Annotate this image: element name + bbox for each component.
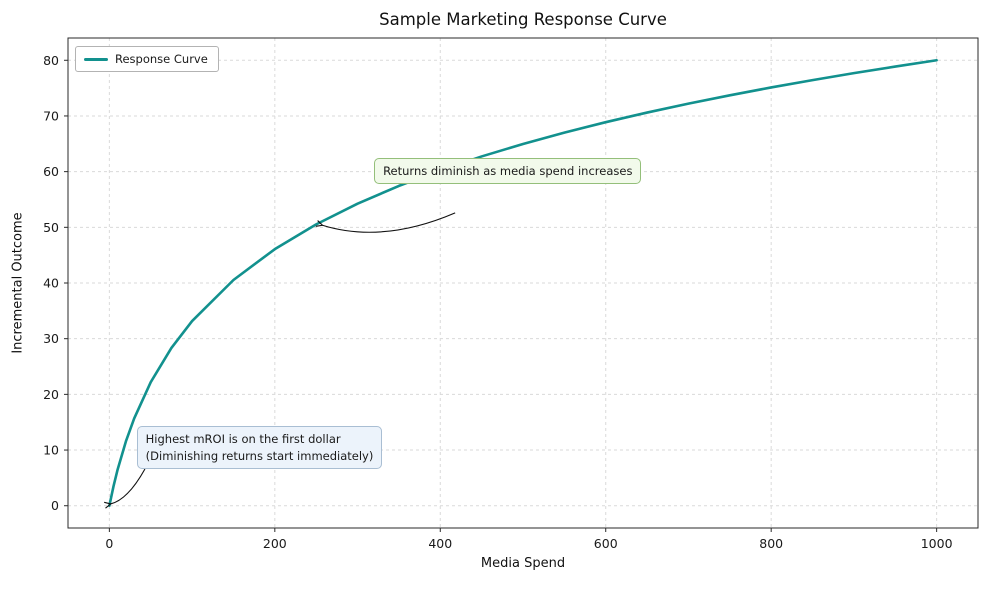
x-tick-label: 400 [428, 536, 452, 551]
x-axis-label: Media Spend [480, 556, 566, 571]
annotation-diminishing-returns: Returns diminish as media spend increase… [374, 157, 642, 185]
y-axis-label: Incremental Outcome [10, 212, 26, 354]
y-tick-label: 40 [43, 276, 59, 291]
annotation-arrow [110, 468, 146, 504]
x-tick-label: 600 [594, 536, 618, 551]
annotation-line-2: (Diminishing returns start immediately) [145, 448, 374, 463]
y-tick-label: 60 [43, 164, 59, 179]
annotation-text: Returns diminish as media spend increase… [383, 163, 633, 178]
annotation-first-dollar: Highest mROI is on the first dollar (Dim… [136, 426, 383, 470]
y-tick-label: 30 [43, 331, 59, 346]
legend-label: Response Curve [115, 52, 208, 66]
y-tick-label: 10 [43, 443, 59, 458]
chart-title: Sample Marketing Response Curve [379, 10, 667, 29]
x-tick-label: 200 [263, 536, 287, 551]
x-tick-label: 800 [759, 536, 783, 551]
legend: Response Curve [75, 46, 219, 72]
y-tick-label: 20 [43, 387, 59, 402]
x-tick-label: 1000 [921, 536, 953, 551]
y-tick-label: 50 [43, 220, 59, 235]
annotation-arrow [322, 212, 456, 233]
y-tick-label: 70 [43, 108, 59, 123]
x-tick-label: 0 [105, 536, 113, 551]
y-tick-label: 80 [43, 53, 59, 68]
legend-line-swatch [84, 57, 108, 61]
y-tick-label: 0 [51, 498, 59, 513]
annotation-line-1: Highest mROI is on the first dollar [145, 432, 341, 447]
